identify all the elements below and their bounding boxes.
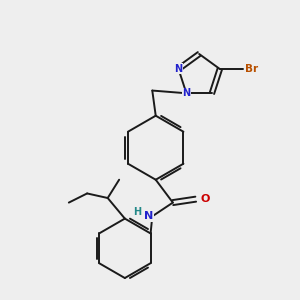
Text: N: N — [144, 211, 154, 221]
Text: N: N — [182, 88, 190, 98]
Text: N: N — [174, 64, 183, 74]
Text: O: O — [200, 194, 210, 204]
Text: H: H — [134, 207, 142, 217]
Text: Br: Br — [245, 64, 258, 74]
